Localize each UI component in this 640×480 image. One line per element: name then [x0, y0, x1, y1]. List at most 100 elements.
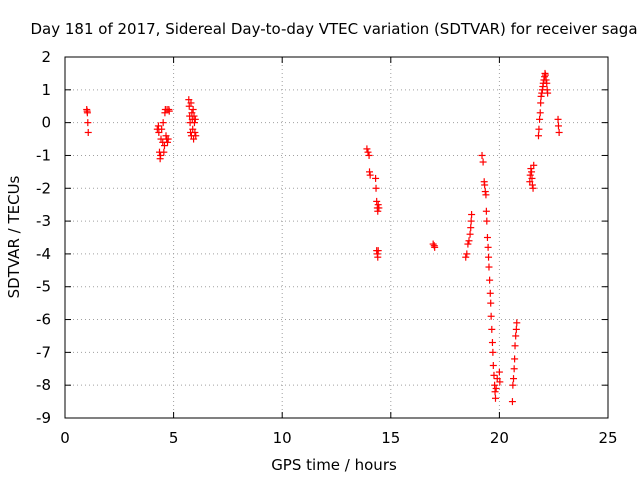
data-point: [374, 201, 382, 209]
plot-frame: [64, 56, 609, 419]
x-tick-label: 5: [169, 429, 179, 447]
y-axis-label: SDTVAR / TECUs: [5, 175, 23, 298]
data-point: [467, 217, 475, 225]
data-point: [544, 89, 552, 97]
data-point: [154, 122, 162, 130]
data-point: [373, 197, 381, 205]
y-tick-label: 2: [41, 48, 51, 66]
data-point: [429, 240, 437, 248]
y-tick-label: -2: [36, 179, 51, 197]
data-point: [372, 174, 380, 182]
data-point: [491, 381, 499, 389]
data-point: [366, 168, 374, 176]
data-point: [512, 332, 520, 340]
data-point: [83, 109, 91, 117]
data-point: [468, 211, 476, 219]
data-point: [187, 99, 195, 107]
data-point: [512, 325, 520, 333]
data-point: [530, 161, 538, 169]
data-point: [526, 171, 534, 179]
x-tick-label: 20: [490, 429, 509, 447]
data-point: [491, 388, 499, 396]
data-point: [189, 106, 197, 114]
data-point: [509, 381, 517, 389]
data-point: [510, 375, 518, 383]
data-point: [492, 384, 500, 392]
data-point: [478, 151, 486, 159]
y-tick-label: -8: [36, 376, 51, 394]
y-tick-label: -6: [36, 311, 51, 329]
data-point: [364, 148, 372, 156]
data-point: [536, 115, 544, 123]
data-point: [84, 119, 92, 127]
chart-title: Day 181 of 2017, Sidereal Day-to-day VTE…: [30, 20, 637, 38]
data-point: [534, 132, 542, 140]
data-points: [83, 69, 563, 406]
x-axis-label: GPS time / hours: [271, 456, 397, 474]
data-point: [484, 243, 492, 251]
axis-ticks: [64, 56, 609, 419]
data-point: [165, 107, 173, 115]
data-point: [538, 89, 546, 97]
data-point: [363, 145, 371, 153]
data-point: [159, 119, 167, 127]
data-point: [488, 339, 496, 347]
data-point: [495, 368, 503, 376]
data-point: [164, 135, 172, 143]
grid-lines: [65, 57, 608, 418]
data-point: [185, 102, 193, 110]
data-point: [485, 253, 493, 261]
data-point: [160, 148, 168, 156]
y-tick-label: -7: [36, 343, 51, 361]
data-point: [511, 342, 519, 350]
data-point: [529, 184, 537, 192]
data-point: [496, 378, 504, 386]
data-point: [191, 128, 199, 136]
data-point: [462, 253, 470, 261]
y-tick-labels: -9 -8 -7 -6 -5 -4 -3 -2 -1 0 1 2: [36, 48, 51, 427]
data-point: [374, 247, 382, 255]
data-point: [487, 299, 495, 307]
data-point: [164, 138, 172, 146]
data-point: [554, 122, 562, 130]
data-point: [463, 250, 471, 258]
data-point: [528, 181, 536, 189]
data-point: [431, 243, 439, 251]
data-point: [490, 371, 498, 379]
data-point: [491, 394, 499, 402]
data-point: [158, 125, 166, 133]
data-point: [375, 204, 383, 212]
data-point: [366, 171, 374, 179]
data-point: [489, 361, 497, 369]
data-point: [479, 158, 487, 166]
data-point: [542, 76, 550, 84]
data-point: [537, 99, 545, 107]
data-point: [555, 128, 563, 136]
data-point: [483, 217, 491, 225]
x-tick-labels: 0 5 10 15 20 25: [60, 429, 617, 447]
data-point: [513, 319, 521, 327]
data-point: [486, 289, 494, 297]
data-point: [528, 168, 536, 176]
data-point: [481, 188, 489, 196]
data-point: [190, 112, 198, 120]
x-tick-label: 0: [60, 429, 70, 447]
data-point: [511, 355, 519, 363]
data-point: [374, 207, 382, 215]
x-tick-label: 25: [598, 429, 617, 447]
data-point: [374, 253, 382, 261]
data-point: [543, 79, 551, 87]
data-point: [84, 128, 92, 136]
data-point: [160, 142, 168, 150]
data-point: [508, 398, 516, 406]
data-point: [482, 191, 490, 199]
data-point: [487, 312, 495, 320]
data-point: [192, 132, 200, 140]
y-tick-label: -5: [36, 278, 51, 296]
data-point: [467, 224, 475, 232]
data-point: [554, 115, 562, 123]
data-point: [481, 181, 489, 189]
data-point: [535, 125, 543, 133]
x-tick-label: 10: [273, 429, 292, 447]
